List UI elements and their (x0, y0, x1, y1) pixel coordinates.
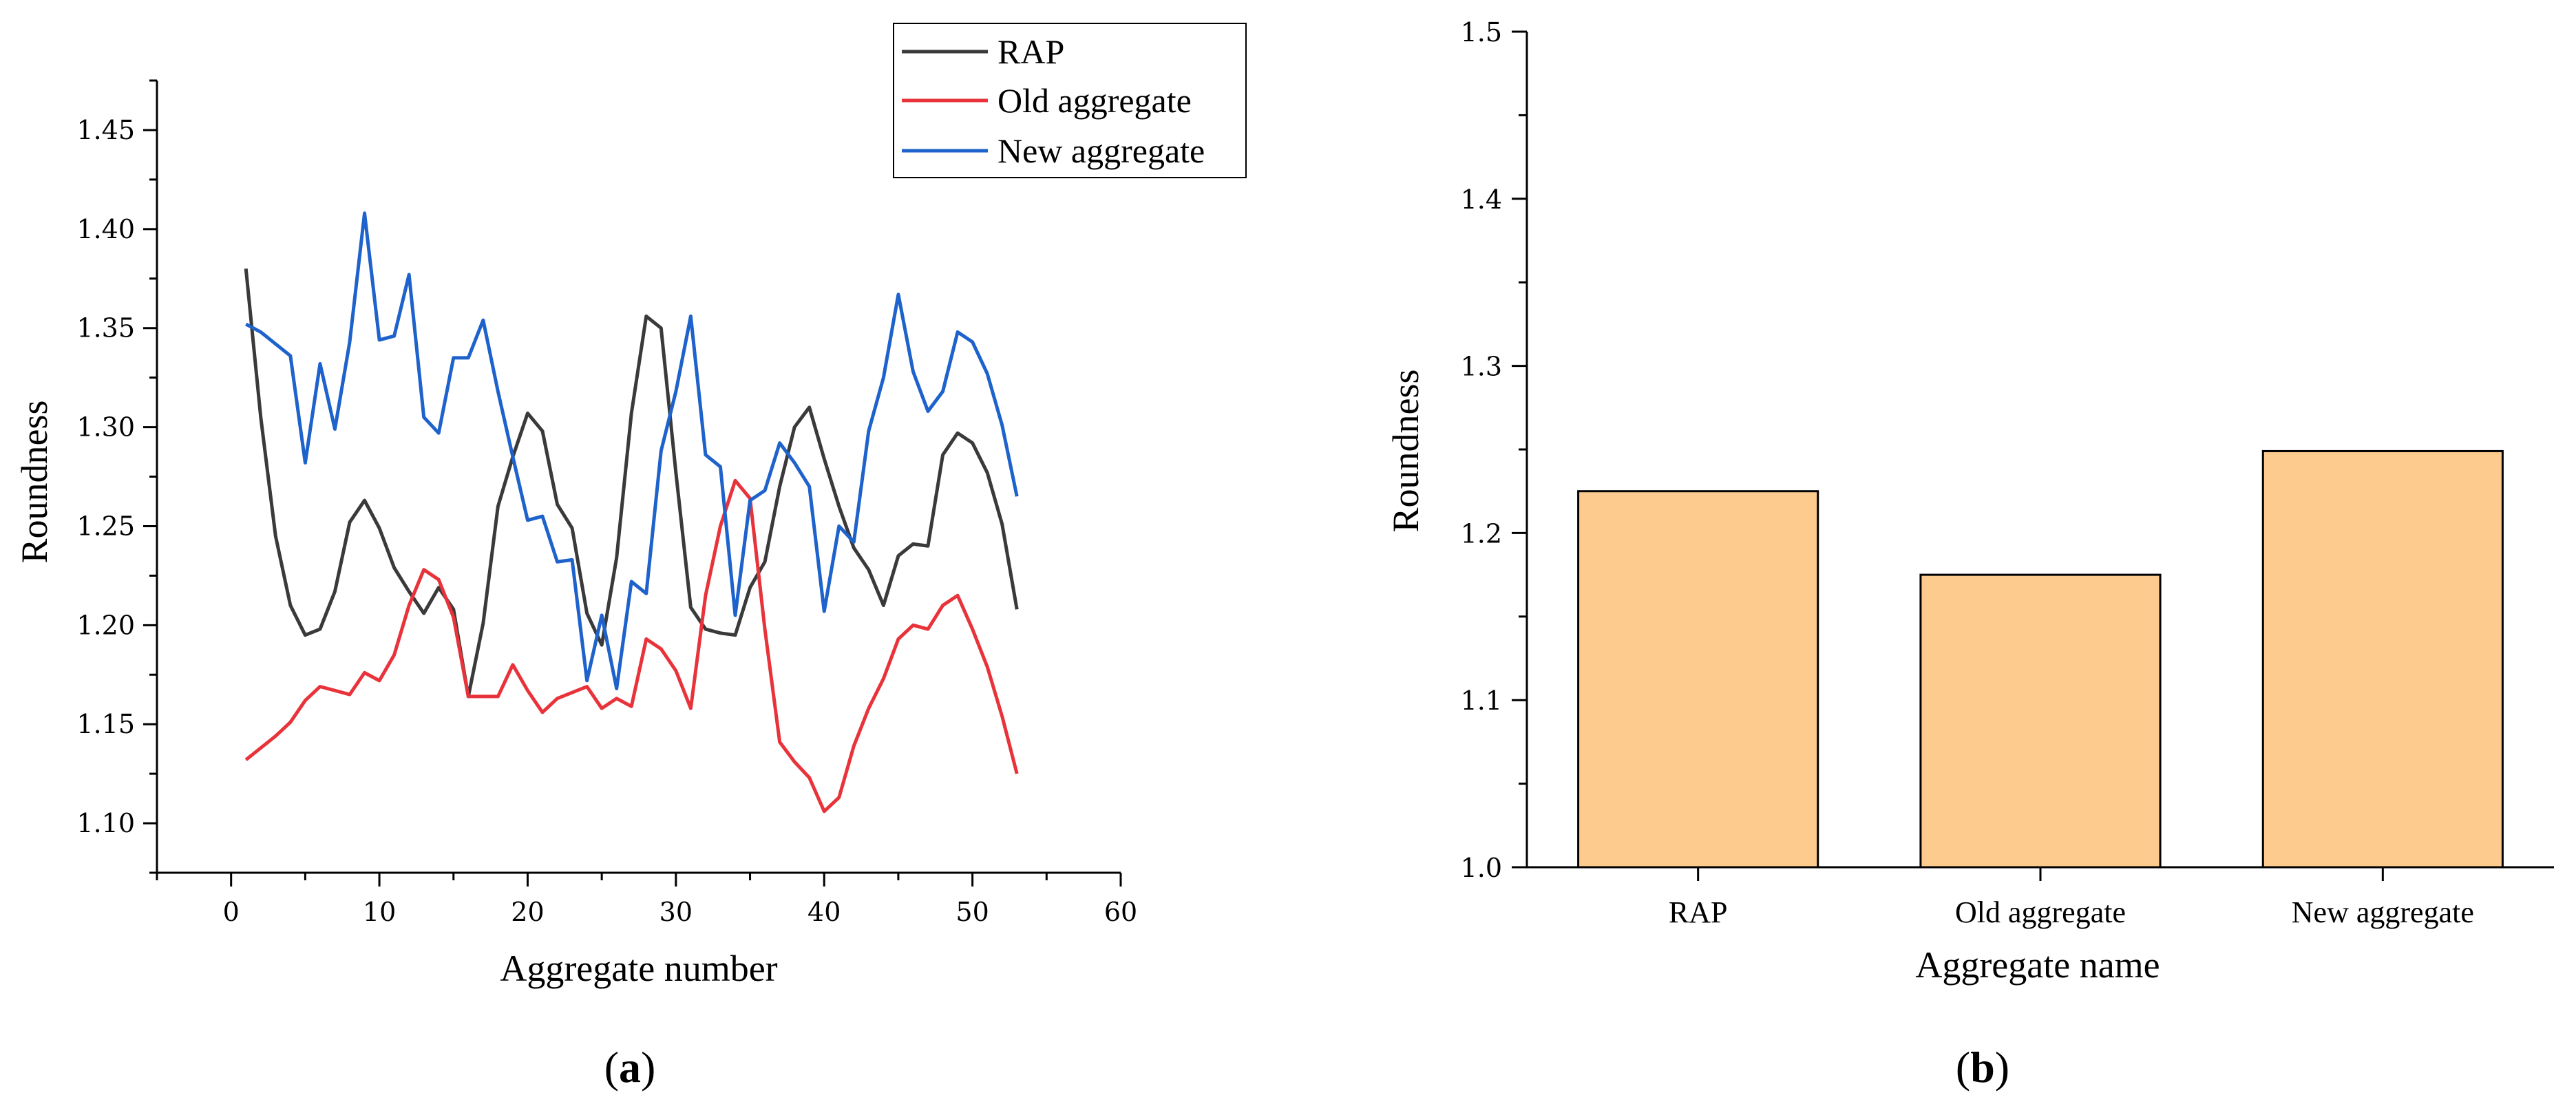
bar-chart-y-axis-title: Roundness (1385, 369, 1426, 532)
bar-new-aggregate (2261, 449, 2504, 869)
panel-label-b: (b) (1956, 1043, 2009, 1092)
bar-chart-plot-area (1577, 449, 2504, 869)
y-tick-label: 1.10 (76, 808, 135, 838)
category-label-new-aggregate: New aggregate (2292, 895, 2474, 929)
y-tick-label: 1.25 (76, 511, 135, 541)
series-line-new-aggregate (245, 211, 1019, 690)
legend-label-new-aggregate: New aggregate (997, 131, 1205, 170)
y-tick-label: 1.5 (1461, 17, 1502, 47)
x-tick-label: 40 (807, 897, 841, 927)
y-tick-label: 1.30 (76, 412, 135, 443)
category-label-rap: RAP (1669, 895, 1728, 929)
y-tick-label: 1.1 (1461, 686, 1502, 716)
bar-rap (1577, 490, 1819, 869)
line-chart-y-ticks: 1.10 1.15 1.20 1.25 1.30 1.35 1.40 1.45 (76, 79, 157, 874)
y-tick-label: 1.35 (76, 313, 135, 343)
y-tick-label: 1.2 (1461, 518, 1502, 549)
panel-label-a: (a) (604, 1043, 656, 1092)
y-tick-label: 1.45 (76, 115, 135, 145)
line-chart-y-axis-title: Roundness (14, 400, 55, 563)
x-tick-label: 50 (956, 897, 989, 927)
line-chart-legend: RAP Old aggregate New aggregate (893, 23, 1247, 178)
bar-chart-x-axis-title: Aggregate name (1915, 944, 2160, 986)
y-tick-label: 1.20 (76, 610, 135, 640)
bar-chart-panel: 1.0 1.1 1.2 1.3 1.4 1.5 RAP Old aggregate New a… (1385, 17, 2554, 1092)
line-chart-x-ticks: 0 10 20 30 40 50 60 (156, 873, 1137, 927)
bar-old-aggregate (1919, 573, 2162, 869)
y-tick-label: 1.40 (76, 214, 135, 244)
x-tick-label: 0 (223, 897, 240, 927)
y-tick-label: 1.4 (1461, 184, 1502, 215)
series-line-old-aggregate (244, 478, 1019, 814)
x-tick-label: 30 (659, 897, 693, 927)
line-chart-x-axis-title: Aggregate number (500, 948, 777, 989)
legend-label-rap: RAP (997, 32, 1064, 71)
x-tick-label: 10 (363, 897, 396, 927)
panel-label-a-letter: a (619, 1043, 641, 1092)
bar-chart-category-labels: RAP Old aggregate New aggregate (1669, 867, 2474, 929)
line-chart-plot-area (244, 211, 1019, 814)
line-chart-panel: 0 10 20 30 40 50 60 1.101.151.201.251.301.351.… (14, 23, 1247, 1092)
legend-label-old-aggregate: Old aggregate (997, 81, 1192, 120)
panel-label-b-letter: b (1970, 1043, 1995, 1092)
x-tick-label: 20 (511, 897, 544, 927)
y-tick-label: 1.15 (76, 709, 135, 739)
y-tick-label: 1.0 (1461, 853, 1502, 883)
category-label-old-aggregate: Old aggregate (1955, 895, 2126, 929)
y-tick-label: 1.3 (1461, 352, 1502, 382)
x-tick-label: 60 (1104, 897, 1137, 927)
series-line-rap (244, 268, 1019, 699)
bar-chart-y-ticks: 1.0 1.1 1.2 1.3 1.4 1.5 (1461, 17, 1527, 883)
